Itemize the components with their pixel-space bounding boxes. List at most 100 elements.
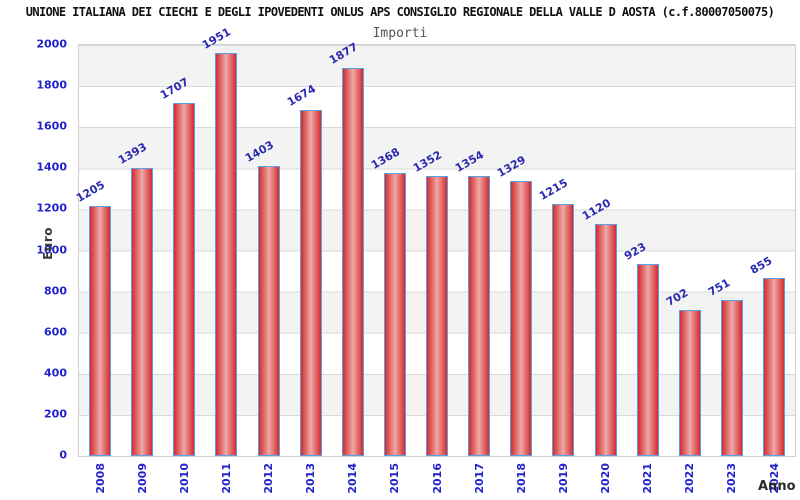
bar (89, 206, 112, 456)
bar-value-label: 1707 (158, 75, 192, 103)
y-tick-label: 1000 (36, 243, 67, 256)
y-tick-label: 2000 (36, 37, 67, 51)
x-tick-wrap: 2009 (121, 463, 163, 494)
chart-subtitle: Importi (372, 26, 428, 41)
x-tick-wrap: 2018 (500, 463, 542, 494)
bar (257, 165, 280, 456)
y-tick-label: 800 (44, 284, 67, 298)
x-tick-label: 2011 (219, 463, 233, 494)
bar-slot: 1368 2015 (369, 45, 416, 494)
bar-slot: 702 2022 (664, 45, 711, 494)
x-tick-label: 2020 (599, 463, 613, 494)
x-tick-label: 2017 (472, 463, 486, 494)
bar-value-label: 1368 (368, 145, 402, 172)
bar (299, 110, 322, 456)
y-tick-label: 0 (59, 448, 67, 462)
x-axis-title: Anno (758, 479, 796, 494)
y-axis: 0 200 400 600 800 1000 1200 1400 1600 1800 2000 (0, 39, 72, 461)
bar (552, 204, 575, 456)
bar-value-label: 855 (748, 254, 775, 278)
bar-slot: 1674 2013 (285, 45, 332, 494)
x-tick-label: 2023 (725, 463, 739, 494)
bar-slot: 1403 2012 (243, 45, 290, 494)
bar-value-label: 1352 (411, 148, 445, 176)
x-tick-label: 2022 (683, 463, 697, 494)
bar (383, 172, 406, 456)
x-tick-wrap: 2010 (163, 463, 205, 494)
bar-value-label: 923 (621, 240, 649, 264)
bar-value-label: 702 (663, 285, 691, 309)
bar (763, 278, 786, 456)
bar (594, 223, 617, 456)
x-tick-wrap: 2023 (711, 463, 753, 494)
x-tick-label: 2015 (388, 463, 402, 494)
bar (720, 299, 743, 456)
y-tick-label: 1600 (36, 119, 67, 133)
bar (173, 103, 196, 456)
bar-value-label: 1205 (74, 178, 108, 206)
bar (468, 175, 491, 456)
bar (215, 53, 238, 456)
bar (131, 167, 154, 456)
bar (426, 176, 449, 456)
bar-slot: 1393 2009 (116, 45, 163, 494)
bar (678, 309, 701, 456)
bar-slot: 855 2024 (748, 45, 795, 494)
x-tick-wrap: 2014 (332, 463, 374, 494)
x-tick-label: 2021 (641, 463, 655, 494)
bar-value-label: 1354 (453, 148, 487, 175)
bar (341, 68, 364, 456)
bar-value-label: 1674 (284, 82, 318, 109)
x-tick-wrap: 2019 (542, 463, 584, 494)
x-tick-label: 2019 (556, 463, 570, 494)
x-tick-wrap: 2011 (205, 463, 247, 494)
y-tick-label: 600 (44, 325, 67, 339)
x-tick-wrap: 2022 (669, 463, 711, 494)
bar-value-label: 1215 (537, 176, 571, 204)
bar-value-label: 1403 (242, 137, 276, 165)
x-tick-wrap: 2021 (627, 463, 669, 494)
x-tick-label: 2013 (304, 463, 318, 494)
bar-value-label: 1877 (326, 40, 360, 68)
x-tick-label: 2009 (135, 463, 149, 494)
x-tick-label: 2014 (346, 463, 360, 494)
x-tick-wrap: 2017 (458, 463, 500, 494)
bar-value-label: 1120 (579, 196, 613, 223)
bar-slot: 751 2023 (706, 45, 753, 494)
plot-area: 1205 2008 1393 2009 1707 2010 1951 2011 1403 2012… (74, 25, 796, 494)
bar-slot: 1951 2011 (200, 25, 247, 494)
bar-slot: 923 2021 (622, 45, 669, 494)
bar-value-label: 1329 (495, 153, 529, 180)
bar-slot: 1205 2008 (74, 45, 121, 494)
bar-slot: 1215 2019 (537, 45, 584, 494)
x-tick-label: 2008 (93, 463, 107, 494)
bar-slot: 1877 2014 (327, 41, 374, 494)
y-axis-title: Euro (41, 227, 55, 260)
y-tick-label: 200 (44, 407, 67, 421)
bar-slot: 1354 2017 (453, 45, 500, 494)
bar-slot: 1120 2020 (580, 45, 627, 494)
bar-slot: 1707 2010 (158, 45, 205, 494)
chart-title: UNIONE ITALIANA DEI CIECHI E DEGLI IPOVE… (25, 5, 775, 19)
x-tick-label: 2016 (430, 463, 444, 494)
x-tick-wrap: 2012 (248, 463, 290, 494)
x-tick-wrap: 2015 (374, 463, 416, 494)
bar-slot: 1352 2016 (411, 45, 458, 494)
y-tick-label: 400 (44, 366, 67, 380)
x-tick-label: 2012 (262, 463, 276, 494)
bar (636, 264, 659, 456)
x-tick-wrap: 2020 (585, 463, 627, 494)
x-tick-wrap: 2016 (416, 463, 458, 494)
bar-slot: 1329 2018 (495, 45, 542, 494)
y-tick-label: 1400 (36, 160, 67, 174)
y-tick-label: 1200 (36, 201, 67, 215)
bar (510, 180, 533, 456)
x-tick-label: 2018 (514, 463, 528, 494)
x-tick-wrap: 2013 (290, 463, 332, 494)
bar-value-label: 1393 (116, 140, 150, 167)
x-tick-wrap: 2008 (79, 463, 121, 494)
bar-value-label: 751 (705, 275, 733, 299)
y-tick-label: 1800 (36, 78, 67, 92)
x-tick-label: 2010 (177, 463, 191, 494)
